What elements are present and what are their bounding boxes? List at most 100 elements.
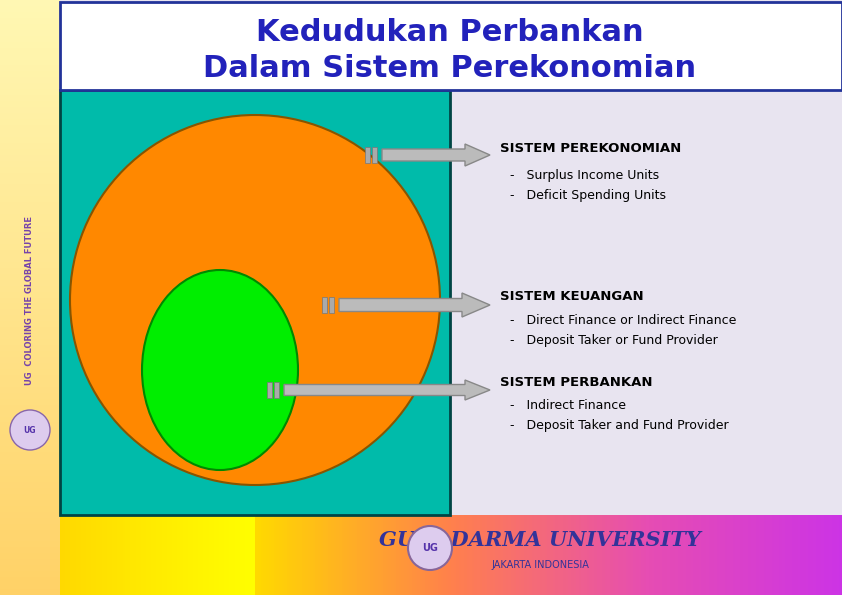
Bar: [0, 357, 60, 364]
Bar: [0, 89, 60, 96]
Bar: [0, 208, 60, 215]
Bar: [813, 515, 817, 595]
Bar: [0, 524, 60, 531]
Bar: [717, 515, 721, 595]
Bar: [131, 515, 134, 595]
Bar: [162, 515, 165, 595]
Bar: [68, 515, 72, 595]
Bar: [639, 515, 642, 595]
Bar: [214, 515, 217, 595]
Bar: [524, 515, 528, 595]
Bar: [0, 268, 60, 275]
Bar: [0, 345, 60, 352]
Bar: [0, 452, 60, 459]
Bar: [91, 515, 95, 595]
Bar: [266, 515, 269, 595]
Bar: [0, 71, 60, 79]
Bar: [445, 515, 450, 595]
Bar: [511, 515, 514, 595]
Bar: [440, 515, 445, 595]
Bar: [368, 515, 371, 595]
Bar: [0, 381, 60, 388]
Bar: [600, 515, 603, 595]
Bar: [316, 515, 319, 595]
Bar: [555, 515, 559, 595]
Bar: [540, 515, 543, 595]
Bar: [0, 137, 60, 144]
Bar: [178, 515, 181, 595]
Bar: [474, 515, 478, 595]
Bar: [0, 393, 60, 400]
Bar: [88, 515, 93, 595]
Bar: [60, 515, 64, 595]
Bar: [381, 515, 384, 595]
Text: -   Surplus Income Units: - Surplus Income Units: [510, 168, 659, 181]
Bar: [185, 515, 189, 595]
Bar: [0, 333, 60, 340]
Bar: [636, 515, 640, 595]
Bar: [0, 321, 60, 328]
Bar: [104, 515, 108, 595]
Bar: [240, 515, 243, 595]
Bar: [269, 515, 272, 595]
Bar: [0, 488, 60, 495]
Bar: [109, 515, 113, 595]
Bar: [226, 515, 231, 595]
Bar: [354, 515, 358, 595]
Bar: [323, 515, 327, 595]
Bar: [490, 515, 493, 595]
Bar: [242, 515, 246, 595]
Bar: [143, 515, 147, 595]
Bar: [360, 515, 364, 595]
Bar: [657, 515, 660, 595]
Bar: [550, 515, 554, 595]
Bar: [216, 515, 220, 595]
Text: Kedudukan Perbankan: Kedudukan Perbankan: [256, 17, 644, 46]
Bar: [706, 515, 710, 595]
Bar: [232, 515, 236, 595]
Bar: [659, 515, 663, 595]
Bar: [631, 515, 635, 595]
Bar: [469, 515, 473, 595]
Bar: [589, 515, 593, 595]
Bar: [0, 238, 60, 245]
Bar: [683, 515, 686, 595]
Text: -   Deficit Spending Units: - Deficit Spending Units: [510, 189, 666, 202]
Bar: [0, 18, 60, 25]
Bar: [0, 482, 60, 489]
Bar: [0, 506, 60, 513]
Bar: [610, 515, 614, 595]
Text: Dalam Sistem Perekonomian: Dalam Sistem Perekonomian: [204, 54, 696, 83]
Bar: [65, 515, 69, 595]
Bar: [472, 515, 476, 595]
Polygon shape: [284, 380, 490, 400]
Bar: [829, 515, 833, 595]
Bar: [451, 515, 455, 595]
Bar: [274, 515, 277, 595]
Bar: [547, 515, 551, 595]
Bar: [414, 515, 418, 595]
Bar: [647, 515, 650, 595]
Bar: [566, 515, 569, 595]
Bar: [766, 515, 770, 595]
Bar: [628, 515, 632, 595]
Bar: [347, 515, 350, 595]
Bar: [300, 515, 303, 595]
Text: -   Direct Finance or Indirect Finance: - Direct Finance or Indirect Finance: [510, 314, 737, 327]
Bar: [0, 303, 60, 311]
Bar: [0, 434, 60, 441]
Bar: [0, 583, 60, 590]
Bar: [662, 515, 666, 595]
Bar: [430, 515, 434, 595]
Bar: [618, 515, 621, 595]
Bar: [787, 515, 791, 595]
Bar: [0, 405, 60, 412]
Bar: [391, 515, 395, 595]
Bar: [563, 515, 567, 595]
Bar: [138, 515, 141, 595]
Text: JAKARTA INDONESIA: JAKARTA INDONESIA: [491, 560, 589, 570]
Bar: [616, 515, 619, 595]
Bar: [235, 515, 238, 595]
Bar: [0, 77, 60, 84]
Bar: [0, 173, 60, 180]
